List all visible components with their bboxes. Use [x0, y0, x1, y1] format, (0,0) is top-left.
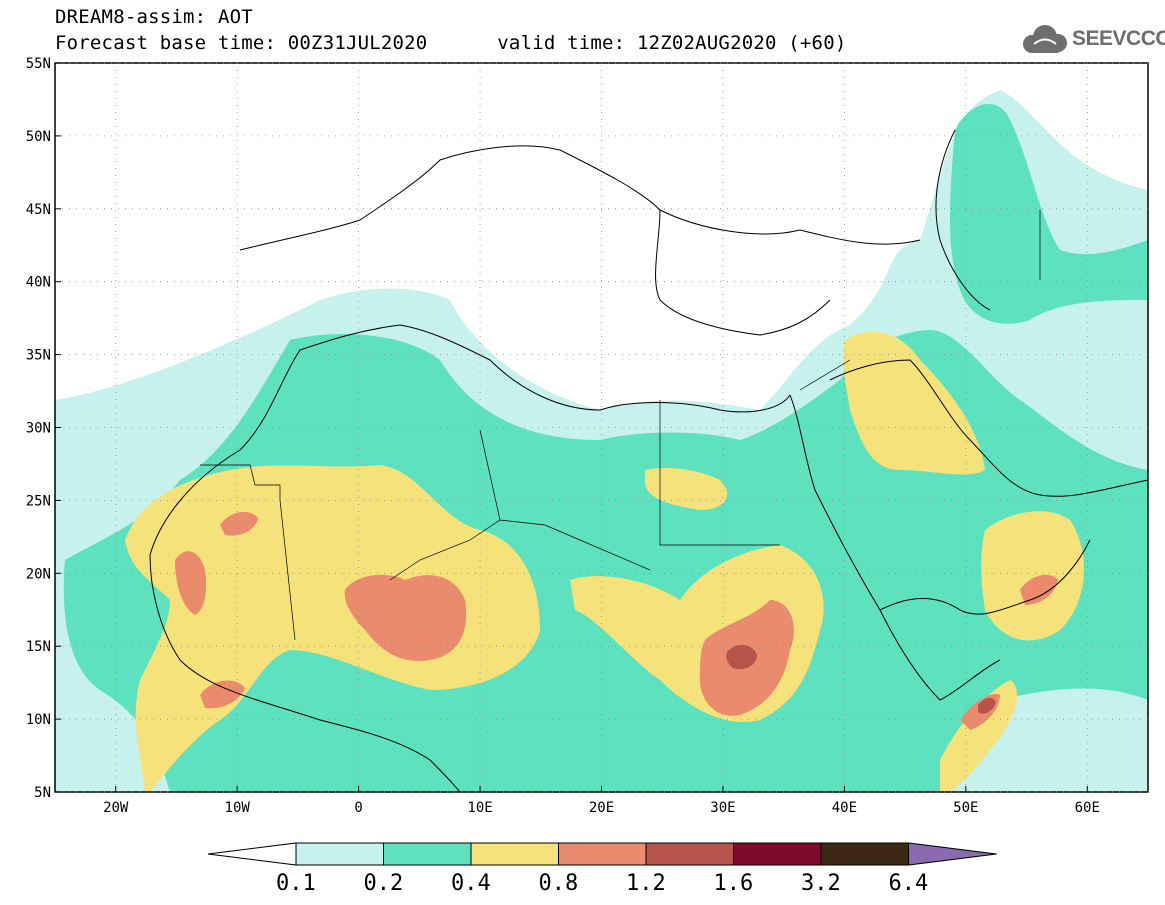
colorbar-arrow-high	[908, 842, 997, 866]
lat-tick-label: 50N	[26, 129, 51, 145]
map-title: DREAM8-assim: AOT	[55, 6, 253, 28]
aot-contour-0.4-arabia	[842, 331, 985, 475]
lat-tick-label: 5N	[34, 785, 51, 801]
colorbar-segment	[295, 842, 384, 866]
country-borders	[200, 210, 1041, 641]
seevccc-logo	[1023, 25, 1067, 53]
lat-tick-label: 45N	[26, 202, 51, 218]
lon-tick-label: 40E	[832, 800, 857, 816]
colorbar	[207, 842, 997, 866]
colorbar-level-label: 1.2	[626, 871, 666, 896]
valid-time-label: valid time: 12Z02AUG2020 (+60)	[497, 32, 847, 54]
lon-tick-label: 10E	[467, 800, 492, 816]
graticule	[55, 62, 1148, 793]
lat-tick-label: 35N	[26, 348, 51, 364]
colorbar-segment	[820, 842, 909, 866]
cloud-icon	[1023, 25, 1067, 53]
lat-tick-label: 55N	[26, 56, 51, 72]
lon-tick-label: 60E	[1075, 800, 1100, 816]
lon-tick-label: 20E	[589, 800, 614, 816]
colorbar-level-label: 0.8	[538, 871, 579, 896]
aot-contour-0.4-west	[125, 465, 540, 792]
lat-tick-label: 15N	[26, 639, 51, 655]
map-subtitle: Forecast base time: 00Z31JUL2020 valid t…	[55, 32, 846, 54]
aot-contour-0.8-oman	[1020, 574, 1058, 605]
aot-contour-1.2-sudan	[726, 644, 757, 670]
colorbar-arrow-low	[207, 842, 297, 866]
colorbar-level-label: 0.4	[451, 871, 491, 896]
colorbar-segment	[470, 842, 559, 866]
logo-text: SEEVCCC	[1072, 27, 1165, 50]
aot-contour-1.2-somalia	[978, 697, 996, 714]
aot-contour-0.8-mauritania	[175, 551, 207, 615]
lat-tick-label: 30N	[26, 421, 51, 437]
lon-tick-label: 20W	[103, 800, 129, 816]
colorbar-level-label: 1.6	[713, 871, 754, 896]
lon-tick-label: 0	[354, 800, 362, 816]
colorbar-segment	[733, 842, 822, 866]
colorbar-segment	[645, 842, 734, 866]
lat-tick-label: 20N	[26, 566, 51, 582]
aot-contour-0.4-somalia	[940, 680, 1018, 792]
colorbar-level-label: 0.2	[363, 871, 404, 896]
base-time-label: Forecast base time: 00Z31JUL2020	[55, 32, 428, 54]
colorbar-level-label: 0.1	[276, 871, 316, 896]
aot-contour-0.8-guinea	[200, 680, 245, 709]
lat-tick-label: 40N	[26, 275, 51, 291]
aot-contour-0.8-niger	[344, 574, 467, 661]
colorbar-level-label: 3.2	[801, 871, 841, 896]
coastlines	[149, 129, 1149, 793]
lon-tick-label: 30E	[710, 800, 735, 816]
aot-contour-0.4-libya	[645, 468, 728, 510]
aot-contour-0.8-mali	[220, 511, 258, 536]
lon-tick-label: 10W	[225, 800, 251, 816]
lat-tick-label: 10N	[26, 712, 51, 728]
lon-tick-label: 50E	[953, 800, 978, 816]
colorbar-level-label: 6.4	[888, 871, 929, 896]
colorbar-segment	[558, 842, 647, 866]
lat-tick-label: 25N	[26, 493, 51, 509]
aot-contour-0.2-north	[950, 103, 1148, 324]
colorbar-segment	[383, 842, 472, 866]
map-axes: 55N 50N 45N 40N 35N 30N 25N 20N 15N 10N 5N 20W 10W 0 1…	[26, 56, 1100, 816]
